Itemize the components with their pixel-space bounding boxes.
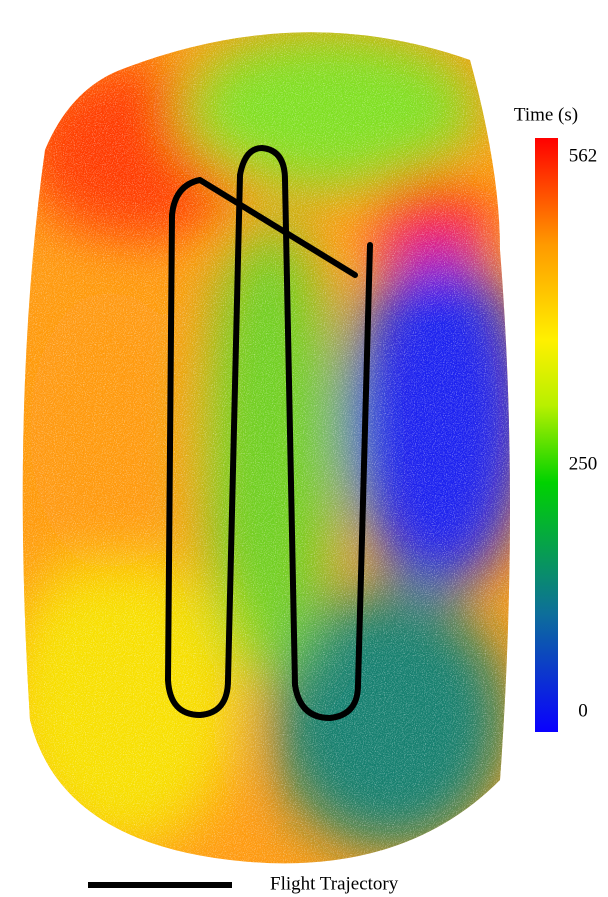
point-cloud xyxy=(22,32,511,864)
flight-trajectory xyxy=(165,145,373,721)
colorbar xyxy=(535,138,558,732)
colorbar-title: Time (s) xyxy=(514,104,578,125)
colorbar-tick-label: 0 xyxy=(578,700,588,721)
colorbar-tick-label: 562 xyxy=(569,145,598,166)
colorbar-tick-label: 250 xyxy=(569,453,598,474)
legend-label: Flight Trajectory xyxy=(270,873,399,894)
